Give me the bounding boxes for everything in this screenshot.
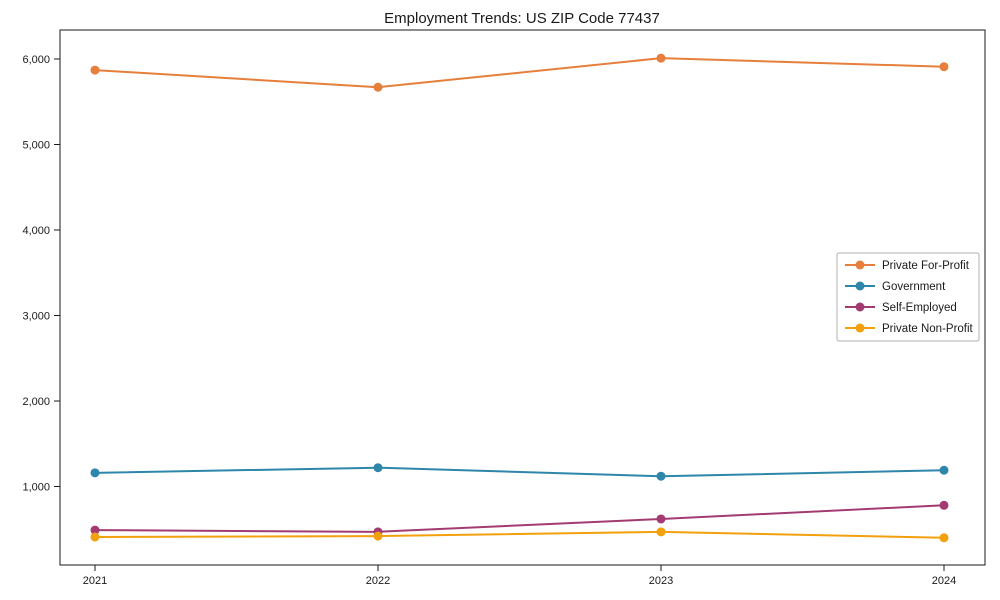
data-point-marker xyxy=(656,514,666,524)
data-point-marker xyxy=(90,525,100,535)
data-point-marker xyxy=(656,527,666,537)
data-point-marker xyxy=(90,65,100,75)
data-point-marker xyxy=(939,500,949,510)
plot-border xyxy=(59,29,986,566)
x-tick-label: 2023 xyxy=(649,575,673,587)
legend-box xyxy=(836,252,980,342)
legend-item-label: Self-Employed xyxy=(882,302,957,314)
x-tick-label: 2021 xyxy=(83,575,107,587)
y-tick-label: 4,000 xyxy=(22,225,50,237)
data-point-marker xyxy=(373,531,383,541)
series-line xyxy=(94,504,945,533)
data-point-marker xyxy=(656,471,666,481)
y-tick-label: 1,000 xyxy=(22,482,50,494)
y-tick-label: 5,000 xyxy=(22,140,50,152)
data-point-marker xyxy=(656,53,666,63)
series-line xyxy=(94,57,945,89)
data-point-marker xyxy=(939,533,949,543)
y-tick-label: 6,000 xyxy=(22,54,50,66)
data-point-marker xyxy=(373,82,383,92)
x-tick-label: 2022 xyxy=(366,575,390,587)
series-line xyxy=(94,530,945,539)
plot-content: 1,000 2,000 3,000 4,000 5,000 6,000 2021 2022 20… xyxy=(22,53,980,587)
chart-title: Employment Trends: US ZIP Code 77437 xyxy=(384,10,660,27)
legend-sample-marker xyxy=(855,281,865,291)
legend-item-label: Government xyxy=(882,281,946,293)
data-point-marker xyxy=(939,62,949,72)
data-point-marker xyxy=(90,468,100,478)
data-point-marker xyxy=(373,463,383,473)
legend-item-label: Private For-Profit xyxy=(882,260,970,272)
y-tick-label: 2,000 xyxy=(22,396,50,408)
legend-sample-marker xyxy=(855,323,865,333)
data-point-marker xyxy=(90,532,100,542)
y-tick-label: 3,000 xyxy=(22,311,50,323)
series-line xyxy=(94,466,945,478)
x-tick-label: 2024 xyxy=(932,575,956,587)
data-point-marker xyxy=(939,465,949,475)
legend-sample-marker xyxy=(855,260,865,270)
legend-sample-marker xyxy=(855,302,865,312)
legend-item-label: Private Non-Profit xyxy=(882,323,974,335)
